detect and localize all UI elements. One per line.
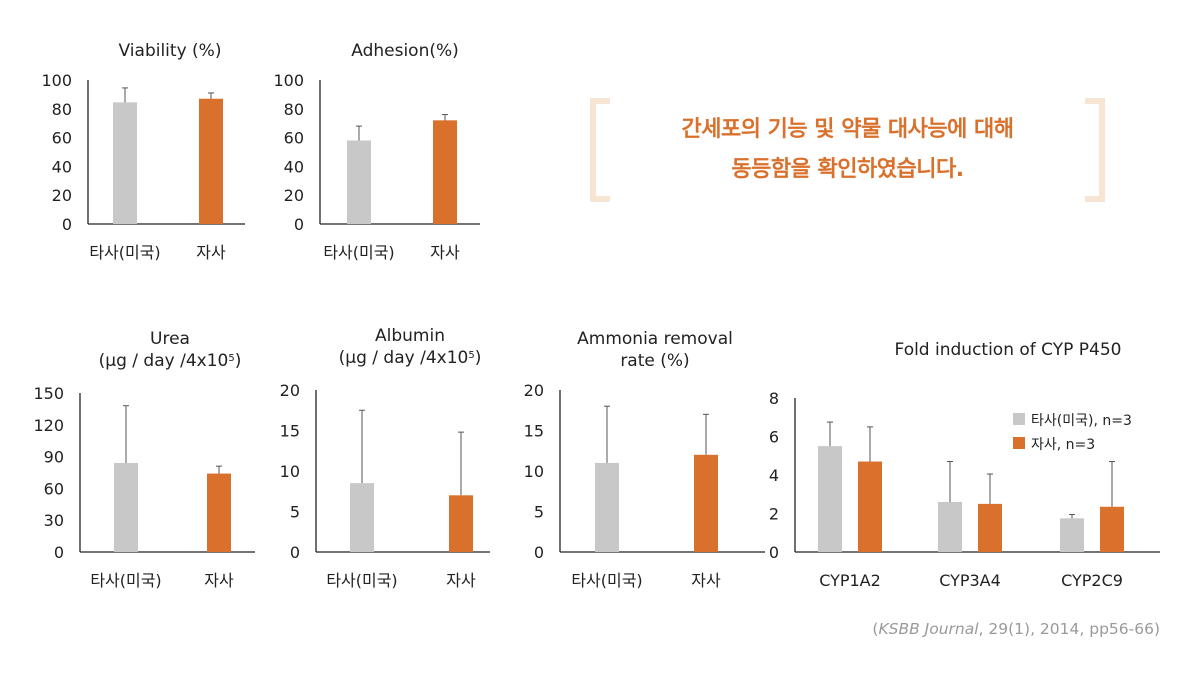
x-tick-label: 자사 [196, 243, 226, 262]
chart-title-unit: (μg / day /4x105) [339, 348, 482, 368]
bar [1100, 506, 1124, 552]
bar [595, 462, 619, 552]
y-tick-label: 4 [769, 466, 779, 485]
x-tick-label: 타사(미국) [89, 243, 160, 262]
bar [978, 503, 1002, 552]
x-tick-label: 자사 [204, 571, 234, 590]
summary-callout: 간세포의 기능 및 약물 대사능에 대해 동등함을 확인하였습니다. [590, 98, 1105, 202]
x-tick-label: 타사(미국) [90, 571, 161, 590]
citation: (KSBB Journal, 29(1), 2014, pp56-66) [872, 620, 1160, 638]
x-tick-label: 자사 [430, 243, 460, 262]
legend-swatch [1013, 413, 1025, 425]
x-tick-label: 자사 [691, 571, 721, 590]
y-tick-label: 0 [294, 215, 304, 234]
x-tick-label: 타사(미국) [323, 243, 394, 262]
y-tick-label: 60 [52, 129, 72, 148]
title-unit-close: ) [475, 348, 482, 368]
y-tick-label: 0 [54, 543, 64, 562]
y-tick-label: 120 [33, 416, 64, 435]
x-tick-label: 자사 [446, 571, 476, 590]
callout-text: 간세포의 기능 및 약물 대사능에 대해 동등함을 확인하였습니다. [590, 110, 1105, 190]
y-tick-label: 15 [524, 422, 544, 441]
x-tick-label: 타사(미국) [326, 571, 397, 590]
bar [207, 473, 231, 552]
left-bracket [590, 98, 610, 202]
y-tick-label: 60 [284, 129, 304, 148]
y-tick-label: 5 [534, 503, 544, 522]
chart-title-line: Viability (%) [119, 41, 222, 61]
y-tick-label: 2 [769, 505, 779, 524]
chart-viability: Viability (%) 0 20 40 60 80 100 타사(미국) 자사 [41, 41, 245, 262]
bar [449, 495, 473, 552]
x-tick-label: CYP1A2 [819, 571, 881, 590]
citation-details: , 29(1), 2014, pp56-66) [978, 620, 1160, 638]
legend-swatch [1013, 437, 1025, 449]
x-tick-label: CYP3A4 [939, 571, 1001, 590]
chart-title-line: Ammonia removal [577, 329, 733, 349]
bar [433, 120, 457, 224]
y-tick-label: 20 [284, 186, 304, 205]
y-tick-label: 90 [44, 448, 64, 467]
callout-line-2: 동등함을 확인하였습니다. [731, 157, 964, 182]
y-tick-label: 10 [280, 462, 300, 481]
x-tick-label: 타사(미국) [571, 571, 642, 590]
citation-open: ( [872, 620, 879, 638]
citation-journal: KSBB Journal [878, 620, 979, 638]
y-tick-label: 150 [33, 384, 64, 403]
bar [1060, 518, 1084, 552]
y-tick-label: 5 [290, 503, 300, 522]
y-tick-label: 60 [44, 479, 64, 498]
bar [858, 461, 882, 552]
y-tick-label: 6 [769, 428, 779, 447]
chart-title-line: Albumin [375, 326, 445, 346]
y-tick-label: 100 [41, 71, 72, 90]
title-unit-exponent: 5 [228, 353, 234, 364]
chart-adhesion: Adhesion(%) 0 20 40 60 80 100 타사(미국) 자사 [273, 41, 480, 262]
bar [694, 454, 718, 552]
y-tick-label: 80 [52, 100, 72, 119]
title-unit-text: (μg / day /4x10 [99, 351, 229, 371]
x-tick-label: CYP2C9 [1061, 571, 1123, 590]
chart-title-line: rate (%) [620, 351, 689, 371]
y-tick-label: 10 [524, 462, 544, 481]
y-tick-label: 20 [524, 381, 544, 400]
y-tick-label: 0 [534, 543, 544, 562]
chart-urea: Urea(μg / day /4x105) 0 30 60 90 120 150 타사(미국)… [33, 329, 255, 590]
y-tick-label: 80 [284, 100, 304, 119]
y-tick-label: 0 [769, 543, 779, 562]
bar [114, 462, 138, 552]
y-tick-label: 40 [284, 157, 304, 176]
bar [350, 483, 374, 552]
legend-label: 자사, n=3 [1031, 437, 1095, 453]
y-tick-label: 8 [769, 389, 779, 408]
chart-title-line: Adhesion(%) [351, 41, 459, 61]
title-unit-close: ) [235, 351, 242, 371]
callout-line-1: 간세포의 기능 및 약물 대사능에 대해 [681, 117, 1014, 142]
legend-label: 타사(미국), n=3 [1031, 413, 1132, 429]
bar [113, 102, 137, 224]
title-unit-exponent: 5 [468, 350, 474, 361]
bar [818, 446, 842, 552]
chart-title-line: Fold induction of CYP P450 [895, 340, 1122, 360]
y-tick-label: 20 [52, 186, 72, 205]
chart-title-unit: (μg / day /4x105) [99, 351, 242, 371]
chart-cyp: Fold induction of CYP P450 0 2 4 6 8 CYP1A2 CYP… [769, 340, 1160, 590]
bar [199, 98, 223, 224]
chart-title-line: Urea [150, 329, 190, 349]
y-tick-label: 100 [273, 71, 304, 90]
y-tick-label: 20 [280, 381, 300, 400]
y-tick-label: 40 [52, 157, 72, 176]
bar [938, 501, 962, 552]
title-unit-text: (μg / day /4x10 [339, 348, 469, 368]
right-bracket [1085, 98, 1105, 202]
y-tick-label: 15 [280, 422, 300, 441]
bar [347, 140, 371, 224]
y-tick-label: 0 [290, 543, 300, 562]
y-tick-label: 0 [62, 215, 72, 234]
y-tick-label: 30 [44, 511, 64, 530]
